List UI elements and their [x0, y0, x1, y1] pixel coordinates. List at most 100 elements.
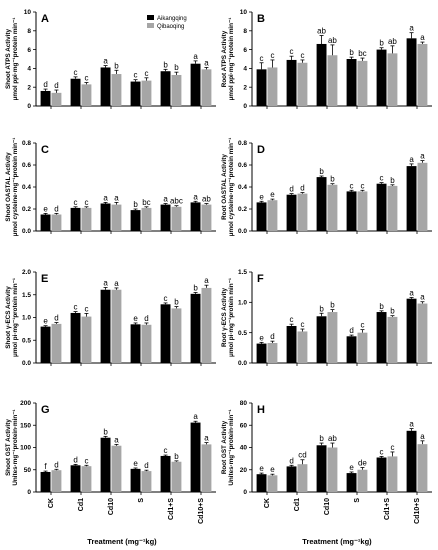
significance-letter: c: [260, 54, 264, 63]
significance-letter: a: [409, 24, 414, 33]
bar-qibaoqing: [141, 207, 152, 231]
bar-qibaoqing: [51, 470, 62, 492]
bar-aikangqing: [160, 455, 171, 492]
panel-label: H: [257, 404, 265, 416]
panel-label: C: [41, 144, 49, 156]
significance-letter: c: [290, 315, 294, 324]
significance-letter: c: [164, 294, 168, 303]
bar-qibaoqing: [201, 444, 212, 492]
bar-aikangqing: [346, 191, 357, 231]
chart-panel-e: 0.0 0.5 1.0 1.5 2.0 E Shoot γ-ECS Activity μmol…: [5, 269, 216, 367]
significance-letter: e: [43, 317, 48, 326]
significance-letter: d: [349, 326, 353, 335]
significance-letter: d: [270, 332, 274, 341]
significance-letter: a: [103, 278, 108, 287]
bar-aikangqing: [40, 471, 51, 492]
significance-letter: d: [144, 314, 148, 323]
bar-aikangqing: [130, 324, 141, 363]
bar-aikangqing: [256, 69, 267, 106]
significance-letter: e: [133, 314, 138, 323]
significance-letter: bc: [142, 198, 150, 207]
bar-qibaoqing: [51, 92, 62, 106]
significance-letter: a: [193, 192, 198, 201]
x-tick-label: Cd10: [108, 498, 115, 515]
bar-aikangqing: [40, 326, 51, 363]
significance-letter: b: [163, 60, 168, 69]
significance-letter: d: [43, 80, 47, 89]
y-tick-label: 8: [27, 28, 31, 35]
significance-letter: c: [270, 51, 274, 60]
bar-aikangqing: [130, 468, 141, 492]
significance-letter: d: [289, 456, 293, 465]
bar-qibaoqing: [111, 204, 122, 231]
significance-letter: b: [174, 63, 179, 72]
bar-qibaoqing: [387, 53, 398, 106]
y-tick-label: 0.0: [238, 360, 247, 367]
y-axis-label: Shoot OASTAL Activity: [5, 152, 12, 222]
significance-letter: c: [300, 320, 304, 329]
y-tick-label: 2: [243, 84, 247, 91]
significance-letter: d: [54, 204, 58, 213]
significance-letter: a: [420, 152, 425, 161]
y-axis-label: Root GST Activity: [221, 420, 228, 474]
y-tick-label: 40: [240, 445, 248, 452]
y-tick-label: 0.2: [238, 206, 247, 213]
significance-letter: a: [193, 52, 198, 61]
y-tick-label: 50: [24, 467, 32, 474]
bar-qibaoqing: [171, 74, 182, 106]
significance-letter: c: [84, 456, 88, 465]
bar-aikangqing: [346, 59, 357, 106]
significance-letter: ab: [388, 37, 397, 46]
chart-panel-b: 0 2 4 6 8 10 B Root ATPS Activity μmol ppi·mg⁻¹p…: [221, 9, 432, 110]
bar-aikangqing: [316, 445, 327, 492]
y-tick-label: 0.4: [238, 184, 247, 191]
y-tick-label: 0: [27, 489, 31, 496]
bar-qibaoqing: [387, 185, 398, 231]
y-tick-label: 80: [240, 400, 248, 407]
bar-qibaoqing: [81, 84, 92, 106]
y-tick-label: 1.0: [22, 315, 31, 322]
x-tick-label: Cd10+S: [414, 498, 421, 524]
bar-aikangqing: [376, 457, 387, 492]
bar-aikangqing: [130, 81, 141, 106]
y-tick-label: 0.5: [238, 330, 247, 337]
y-tick-label: 0.0: [22, 360, 31, 367]
panel-label: B: [257, 13, 265, 25]
significance-letter: b: [319, 434, 324, 443]
y-tick-label: 0.8: [238, 140, 247, 147]
significance-letter: c: [360, 321, 364, 330]
significance-letter: c: [350, 181, 354, 190]
panel-label: E: [41, 273, 48, 285]
x-axis-title-left: Treatment (mg⁻¹kg): [87, 537, 157, 546]
y-tick-label: 0: [243, 103, 247, 110]
significance-letter: d: [54, 460, 58, 469]
legend-swatch-2: [147, 23, 154, 28]
significance-letter: b: [390, 176, 395, 185]
chart-panel-c: 0.0 0.2 0.4 0.6 0.8 C Shoot OASTAL Activity μmo…: [5, 138, 216, 236]
x-tick-label: Cd1+S: [384, 498, 391, 520]
bar-qibaoqing: [141, 80, 152, 106]
significance-letter: c: [390, 443, 394, 452]
bar-aikangqing: [160, 304, 171, 363]
bar-qibaoqing: [357, 332, 368, 363]
significance-letter: c: [74, 68, 78, 77]
bar-aikangqing: [256, 474, 267, 492]
significance-letter: d: [300, 184, 304, 193]
significance-letter: a: [204, 276, 209, 285]
significance-letter: b: [330, 175, 335, 184]
significance-letter: c: [164, 446, 168, 455]
x-tick-label: CK: [264, 498, 271, 508]
bar-qibaoqing: [327, 312, 338, 363]
significance-letter: cd: [298, 451, 306, 460]
bar-aikangqing: [70, 207, 81, 231]
y-tick-label: 1.0: [238, 300, 247, 307]
bar-aikangqing: [70, 312, 81, 363]
significance-letter: e: [259, 333, 264, 342]
significance-letter: c: [290, 47, 294, 56]
y-tick-label: 200: [20, 400, 31, 407]
significance-letter: a: [193, 412, 198, 421]
y-tick-label: 2.0: [22, 269, 31, 276]
x-tick-label: Cd1+S: [168, 498, 175, 520]
chart-panel-d: 0.0 0.2 0.4 0.6 0.8 D Root OASTAL Activity μmol…: [221, 138, 432, 236]
